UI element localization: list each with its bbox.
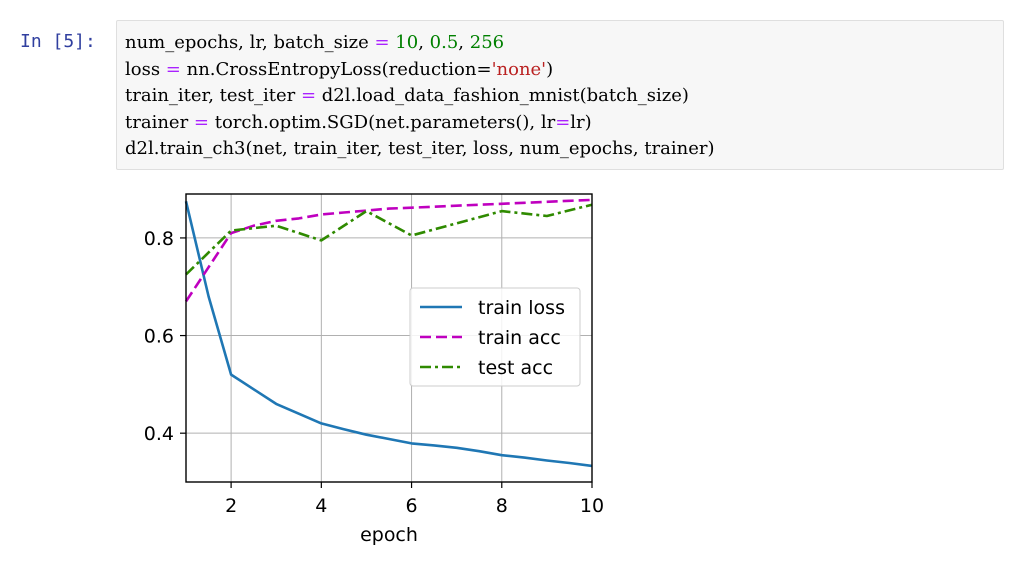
x-tick-label: 10	[580, 495, 604, 517]
code-token: ,	[458, 32, 470, 53]
code-token: train_iter, test_iter	[125, 85, 301, 106]
x-tick-label: 4	[315, 495, 327, 517]
series-line-train-loss	[184, 200, 593, 468]
code-line: num_epochs, lr, batch_size = 10, 0.5, 25…	[125, 32, 504, 53]
code-token: =	[165, 58, 181, 80]
code-token: )	[546, 58, 554, 80]
code-editor[interactable]: num_epochs, lr, batch_size = 10, 0.5, 25…	[125, 30, 714, 163]
code-token: num_epochs, lr, batch_size	[125, 32, 375, 53]
code-token: d2l.load_data_fashion_mnist(batch_size)	[316, 85, 689, 106]
code-token: =	[300, 85, 317, 106]
code-token: =	[193, 111, 209, 133]
code-token: loss	[125, 58, 166, 80]
legend-label: train loss	[478, 297, 565, 319]
code-token: 10	[395, 32, 419, 53]
legend-label: test acc	[478, 357, 553, 379]
y-tick-label: 0.8	[144, 228, 174, 250]
code-token: =	[374, 32, 390, 53]
code-line: d2l.train_ch3(net, train_iter, test_iter…	[125, 138, 714, 159]
code-token: torch.optim.SGD(net.parameters(), lr	[209, 111, 556, 133]
plot-frame	[185, 193, 593, 483]
cell-prompt: In [5]:	[20, 31, 96, 52]
code-token: 'none'	[491, 58, 547, 80]
code-token: =	[555, 111, 571, 133]
legend-box	[409, 287, 581, 387]
x-tick-label: 2	[225, 495, 237, 517]
code-line: train_iter, test_iter = d2l.load_data_fa…	[125, 85, 689, 106]
code-line: trainer = torch.optim.SGD(net.parameters…	[125, 112, 592, 133]
series-line-test-acc	[185, 203, 593, 276]
code-line: loss = nn.CrossEntropyLoss(reduction='no…	[125, 59, 553, 80]
code-token: 0.5	[429, 32, 459, 53]
x-axis-label: epoch	[360, 524, 418, 546]
x-tick-label: 8	[496, 495, 508, 517]
x-tick-label: 6	[406, 495, 418, 517]
code-token: ,	[418, 32, 430, 53]
code-token: 256	[469, 32, 505, 53]
series-line-train-acc	[184, 198, 593, 303]
code-token: lr)	[570, 111, 592, 133]
code-token: trainer	[125, 111, 194, 133]
y-tick-label: 0.6	[144, 326, 174, 348]
code-token: d2l.train_ch3(net, train_iter, test_iter…	[125, 138, 715, 159]
y-tick-label: 0.4	[144, 423, 174, 445]
legend-label: train acc	[478, 327, 561, 349]
code-cell[interactable]: num_epochs, lr, batch_size = 10, 0.5, 25…	[116, 20, 1004, 170]
code-token: nn.CrossEntropyLoss(reduction=	[180, 58, 492, 80]
